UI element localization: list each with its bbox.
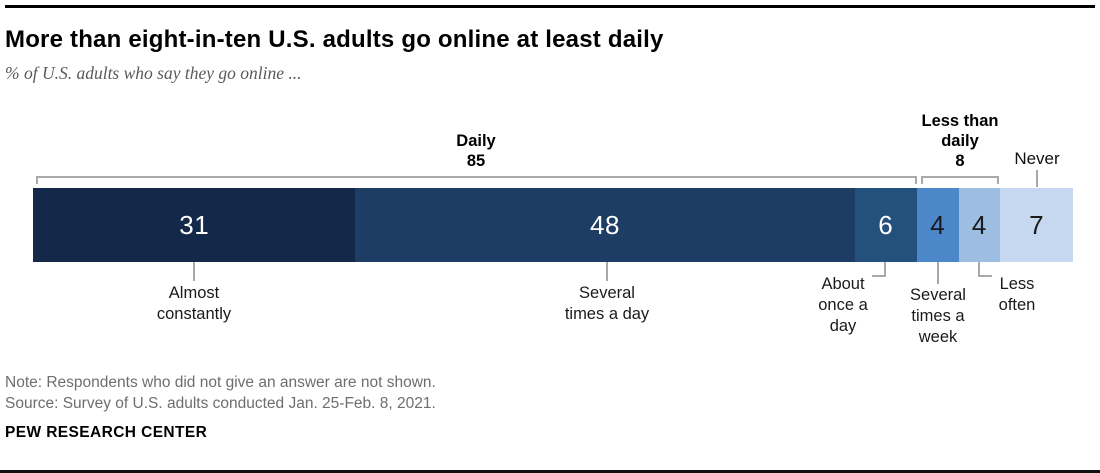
segment-label-several-times-a-week: Several times a week: [910, 286, 966, 346]
bar-segment-almost-constantly: 31: [33, 188, 356, 262]
bar-segment-value: 4: [930, 209, 946, 240]
bar-segment-value: 48: [590, 209, 620, 240]
bar-segment-value: 6: [878, 209, 894, 240]
bottom-divider: [0, 470, 1100, 473]
top-divider: [5, 5, 1095, 8]
less-often-connector-elbow: [978, 262, 992, 277]
footnote-block: Note: Respondents who did not give an an…: [5, 372, 805, 414]
daily-group-label: Daily 85: [416, 131, 536, 171]
page-title: More than eight-in-ten U.S. adults go on…: [5, 26, 664, 53]
less-than-daily-group-label: Less than daily 8: [914, 111, 1006, 171]
several-times-a-week-connector-line: [937, 262, 939, 284]
daily-group-title: Daily: [456, 132, 496, 150]
less-than-daily-group-title: Less than daily: [921, 112, 999, 150]
less-than-daily-group-bracket: [921, 176, 999, 184]
never-connector-line: [1036, 170, 1038, 187]
almost-constantly-connector-line: [193, 262, 195, 281]
bar-segment-value: 4: [971, 209, 987, 240]
bar-segment-value: 7: [1029, 209, 1045, 240]
bar-segment-several-times-a-week: 4: [916, 188, 959, 262]
never-group-label: Never: [1014, 149, 1060, 168]
daily-group-value: 85: [466, 152, 486, 170]
bar-segment-never: 7: [1000, 188, 1073, 262]
bar-segment-value: 31: [179, 209, 210, 240]
footnote-note: Note: Respondents who did not give an an…: [5, 374, 436, 391]
about-once-a-day-connector-elbow: [872, 262, 886, 277]
daily-group-bracket: [36, 176, 917, 184]
segment-label-almost-constantly: Almost constantly: [156, 284, 232, 323]
less-than-daily-group-value: 8: [955, 152, 965, 170]
brand-footer: PEW RESEARCH CENTER: [5, 424, 208, 441]
segment-label-less-often: Less often: [998, 275, 1036, 314]
bar-segment-several-times-a-day: 48: [355, 188, 855, 262]
chart-subtitle: % of U.S. adults who say they go online …: [5, 63, 302, 83]
several-times-a-day-connector-line: [606, 262, 608, 281]
segment-label-about-once-a-day: About once a day: [818, 275, 868, 335]
bar-segment-about-once-a-day: 6: [854, 188, 917, 262]
bar-segment-less-often: 4: [958, 188, 1001, 262]
footnote-source: Source: Survey of U.S. adults conducted …: [5, 395, 436, 412]
segment-label-several-times-a-day: Several times a day: [564, 284, 650, 323]
stacked-bar: 31 48 6 4 4 7: [33, 188, 1073, 262]
